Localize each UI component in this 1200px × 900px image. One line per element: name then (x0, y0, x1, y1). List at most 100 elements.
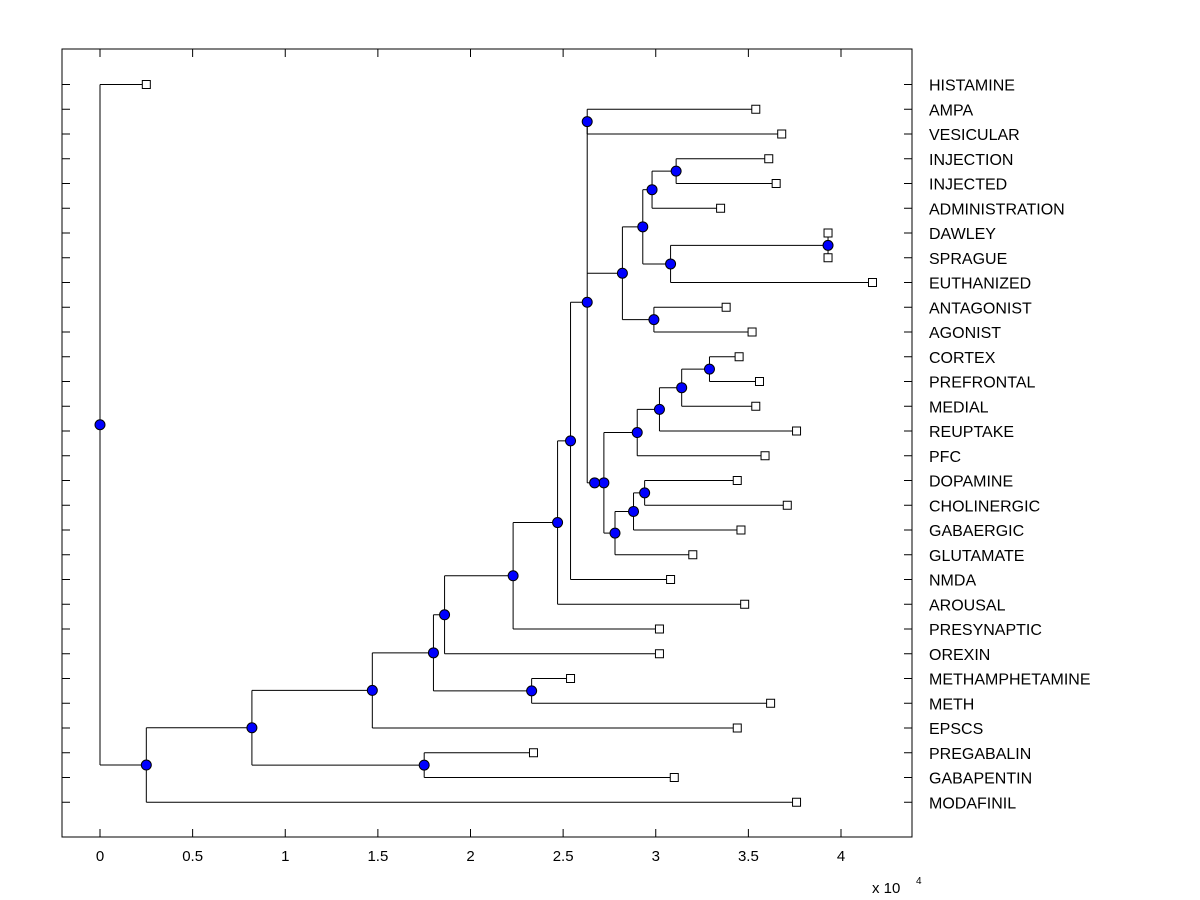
leaf-marker (732, 723, 742, 733)
internal-node-marker (439, 609, 451, 621)
leaf-label-cholinergic: CHOLINERGIC (929, 498, 1040, 515)
internal-node-marker (581, 296, 593, 308)
internal-node-marker (670, 165, 682, 177)
leaf-marker (766, 698, 776, 708)
leaf-label-arousal: AROUSAL (929, 597, 1006, 614)
leaf-label-injection: INJECTION (929, 152, 1013, 169)
leaf-marker (751, 104, 761, 114)
x-tick-label: 4 (837, 848, 845, 865)
leaf-marker (771, 179, 781, 188)
internal-node-marker (637, 221, 649, 233)
internal-node-marker (639, 487, 651, 499)
leaf-label-prefrontal: PREFRONTAL (929, 375, 1035, 392)
leaf-marker (654, 649, 664, 659)
leaf-label-cortex: CORTEX (929, 350, 996, 367)
internal-node-marker (581, 116, 593, 128)
leaf-label-reuptake: REUPTAKE (929, 424, 1014, 441)
x-scale-exponent: 4 (916, 876, 922, 887)
internal-node-marker (565, 435, 577, 447)
leaf-label-dawley: DAWLEY (929, 226, 996, 243)
y-ticks (62, 84, 912, 803)
internal-node-marker (665, 258, 677, 270)
x-tick-label: 3.5 (738, 848, 759, 865)
internal-node-marker (631, 427, 643, 439)
leaf-marker (566, 674, 576, 683)
leaf-label-modafinil: MODAFINIL (929, 795, 1016, 812)
x-tick-label: 1 (281, 848, 289, 865)
leaf-marker (792, 426, 802, 436)
leaf-marker (669, 773, 679, 782)
x-tick-label: 0.5 (182, 848, 203, 865)
leaf-marker (751, 401, 761, 411)
x-tick-label: 1.5 (367, 848, 388, 865)
leaf-marker (760, 451, 770, 461)
leaf-marker (782, 500, 792, 510)
internal-node-marker (646, 184, 658, 196)
leaf-label-pfc: PFC (929, 449, 961, 466)
internal-node-marker (648, 314, 660, 326)
leaf-label-administration: ADMINISTRATION (929, 201, 1065, 218)
internal-node-marker (366, 684, 378, 696)
leaf-marker (764, 154, 774, 164)
internal-node-marker (94, 419, 106, 431)
internal-node-marker (676, 382, 688, 394)
leaf-label-gabaergic: GABAERGIC (929, 523, 1024, 540)
internal-node-marker (653, 403, 665, 415)
internal-node-marker (609, 527, 621, 539)
x-tick-label: 0 (96, 848, 104, 865)
internal-node-marker (418, 759, 430, 771)
internal-node-marker (616, 267, 628, 279)
leaf-label-gabapentin: GABAPENTIN (929, 771, 1032, 788)
leaf-label-orexin: OREXIN (929, 647, 990, 664)
internal-node-marker (140, 759, 152, 771)
x-scale-label: x 10 (872, 880, 900, 897)
leaf-markers (141, 80, 877, 807)
leaf-marker (740, 599, 750, 609)
leaf-label-medial: MEDIAL (929, 399, 989, 416)
leaf-label-epscs: EPSCS (929, 721, 983, 738)
internal-node-marker (628, 505, 640, 517)
leaf-label-glutamate: GLUTAMATE (929, 548, 1024, 565)
leaf-label-vesicular: VESICULAR (929, 127, 1020, 144)
leaf-label-agonist: AGONIST (929, 325, 1001, 342)
leaf-label-ampa: AMPA (929, 102, 973, 119)
leaf-labels: HISTAMINE AMPA VESICULAR INJECTION INJECTED A… (929, 78, 1090, 813)
leaf-label-nmda: NMDA (929, 573, 976, 590)
internal-node-marker (552, 517, 564, 529)
x-ticks: 0 0.5 1 1.5 2 2.5 3 3.5 4 (96, 49, 845, 865)
leaf-marker (736, 525, 746, 535)
internal-node-marker (703, 363, 715, 375)
internal-node-marker (526, 685, 538, 697)
internal-node-marker (507, 570, 519, 582)
leaf-marker (734, 352, 744, 362)
leaf-marker (823, 228, 833, 238)
x-tick-label: 2.5 (553, 848, 574, 865)
leaf-label-injected: INJECTED (929, 177, 1007, 194)
internal-node-marker (246, 722, 258, 734)
leaf-marker (654, 624, 664, 634)
leaf-label-antagonist: ANTAGONIST (929, 300, 1032, 317)
internal-node-marker (427, 647, 439, 659)
leaf-label-pregabalin: PREGABALIN (929, 746, 1031, 763)
leaf-marker (721, 302, 731, 312)
internal-node-marker (822, 239, 834, 251)
leaf-marker (792, 797, 802, 807)
leaf-marker (716, 203, 726, 213)
leaf-label-dopamine: DOPAMINE (929, 474, 1013, 491)
leaf-label-presynaptic: PRESYNAPTIC (929, 622, 1042, 639)
leaf-marker (141, 80, 151, 89)
leaf-label-histamine: HISTAMINE (929, 78, 1015, 95)
dendrogram-links (99, 84, 873, 803)
plot-frame (61, 48, 913, 838)
leaf-marker (528, 748, 538, 758)
leaf-marker (732, 476, 742, 485)
leaf-marker (823, 253, 833, 263)
leaf-label-euthanized: EUTHANIZED (929, 276, 1031, 293)
leaf-marker (777, 129, 787, 139)
leaf-label-meth: METH (929, 696, 974, 713)
leaf-label-methamphetamine: METHAMPHETAMINE (929, 672, 1090, 689)
leaf-label-sprague: SPRAGUE (929, 251, 1007, 268)
x-tick-label: 3 (652, 848, 660, 865)
leaf-marker (666, 575, 676, 584)
